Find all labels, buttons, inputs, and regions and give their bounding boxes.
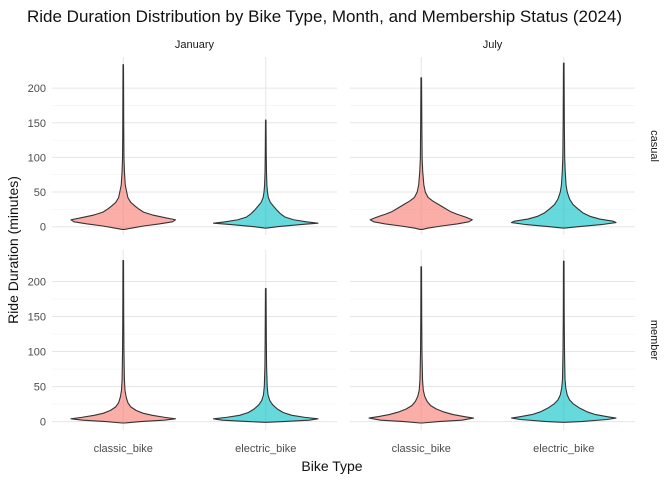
- violin-classic_bike-january-member: [70, 259, 176, 424]
- panel-july-member: [350, 250, 635, 430]
- y-tick-label: 150: [28, 312, 46, 324]
- violin-classic_bike-january-casual: [70, 64, 176, 231]
- violin-electric_bike-july-casual: [511, 62, 617, 229]
- panel-january-casual: [52, 57, 337, 235]
- strip-label-july: July: [483, 39, 503, 51]
- x-tick-label: classic_bike: [392, 443, 451, 455]
- x-axis-title: Bike Type: [301, 458, 362, 474]
- y-tick-label: 0: [40, 222, 46, 234]
- panel-july-casual: [350, 57, 635, 235]
- strip-label-casual: casual: [648, 130, 660, 162]
- x-tick-label: electric_bike: [533, 443, 594, 455]
- y-tick-label: 50: [34, 187, 46, 199]
- violin-electric_bike-january-casual: [213, 119, 319, 229]
- strip-label-member: member: [648, 320, 660, 361]
- y-tick-label: 200: [28, 277, 46, 289]
- violin-electric_bike-july-member: [511, 260, 617, 423]
- y-tick-label: 100: [28, 347, 46, 359]
- y-axis-title: Ride Duration (minutes): [5, 176, 21, 324]
- strip-label-january: January: [175, 39, 215, 51]
- y-tick-label: 0: [40, 417, 46, 429]
- x-tick-label: classic_bike: [94, 443, 153, 455]
- violin-electric_bike-january-member: [213, 287, 319, 423]
- y-tick-label: 50: [34, 382, 46, 394]
- y-tick-label: 150: [28, 118, 46, 130]
- panels-layer: January July casual member 0 50 100 150 200 0 50 10…: [28, 39, 660, 455]
- violin-classic_bike-july-member: [368, 266, 474, 424]
- y-tick-label: 200: [28, 83, 46, 95]
- x-tick-label: electric_bike: [235, 443, 296, 455]
- violin-classic_bike-july-casual: [369, 77, 473, 231]
- panel-january-member: [52, 250, 337, 430]
- chart-title: Ride Duration Distribution by Bike Type,…: [27, 7, 622, 26]
- y-tick-label: 100: [28, 152, 46, 164]
